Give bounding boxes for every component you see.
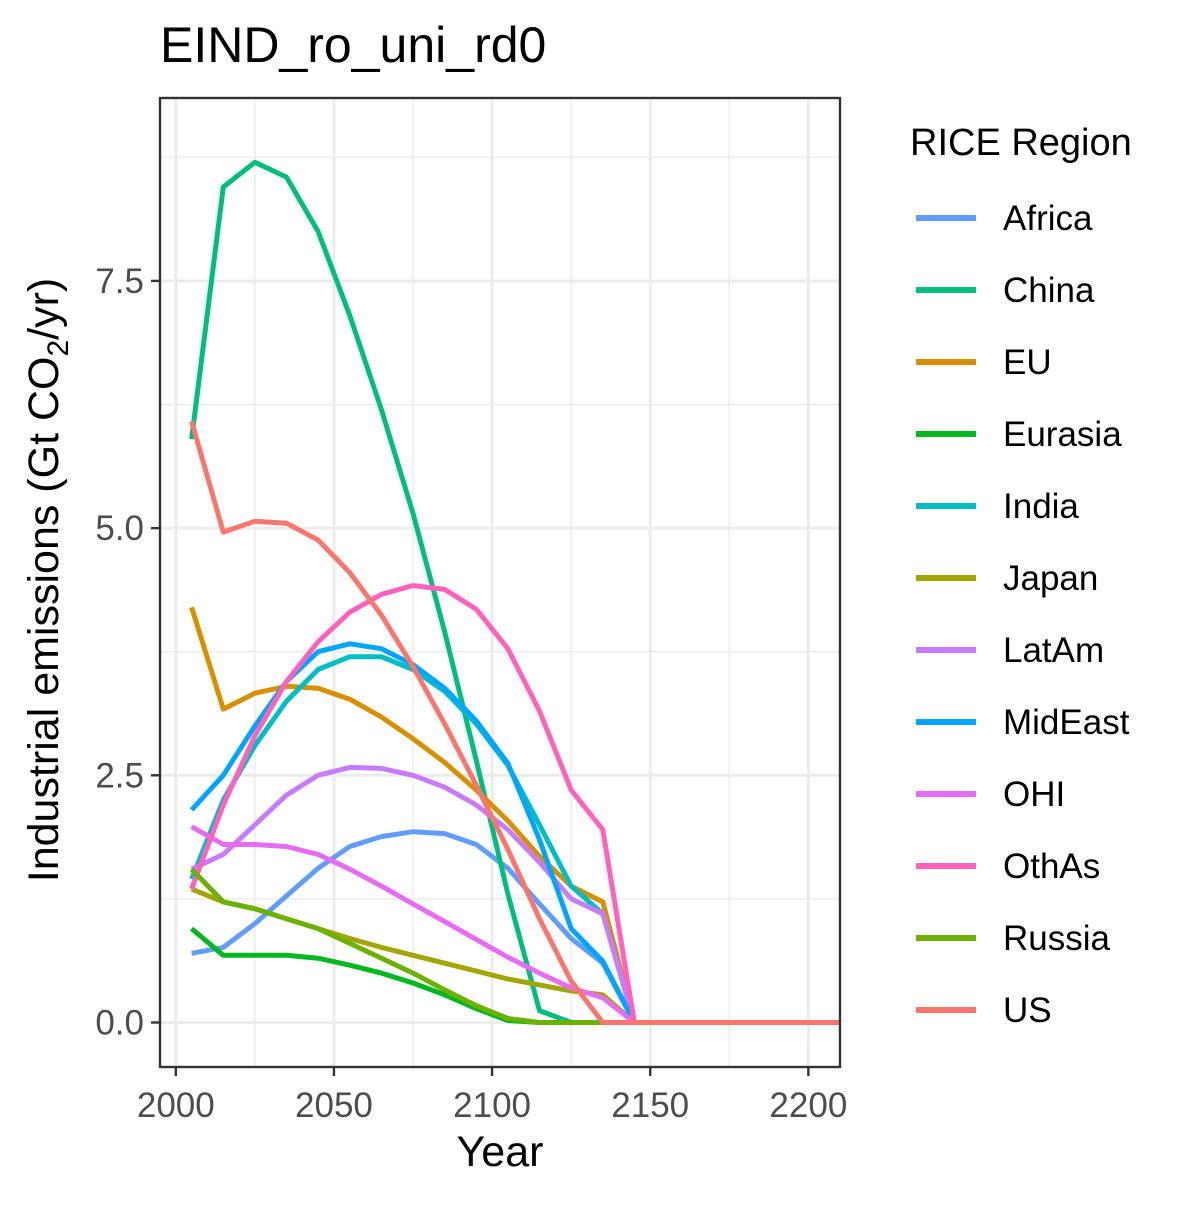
- y-axis-label-suffix: /yr): [20, 278, 68, 340]
- legend-title: RICE Region: [910, 122, 1132, 164]
- legend-item-japan: Japan: [916, 559, 1098, 598]
- legend-label: MidEast: [1003, 703, 1130, 742]
- chart-title: EIND_ro_uni_rd0: [160, 17, 546, 73]
- legend-label: Eurasia: [1003, 415, 1122, 454]
- y-axis-label: Industrial emissions (Gt CO2/yr): [20, 278, 75, 882]
- legend-item-russia: Russia: [916, 919, 1111, 958]
- y-tick-label: 5.0: [95, 509, 144, 548]
- legend-label: China: [1003, 271, 1095, 310]
- legend-label: LatAm: [1003, 631, 1104, 670]
- panel-border: [158, 96, 842, 1069]
- x-tick-label: 2000: [137, 1086, 215, 1125]
- legend-item-latam: LatAm: [916, 631, 1104, 670]
- legend-label: EU: [1003, 343, 1052, 382]
- legend-label: India: [1003, 487, 1079, 526]
- legend-item-india: India: [916, 487, 1079, 526]
- series-lines: [189, 159, 840, 1025]
- legend-item-africa: Africa: [916, 199, 1093, 238]
- legend-label: Japan: [1003, 559, 1098, 598]
- legend-label: US: [1003, 991, 1052, 1030]
- legend-item-othas: OthAs: [916, 847, 1100, 886]
- y-tick-label: 2.5: [95, 756, 144, 795]
- series-line-us: [189, 420, 840, 1025]
- plot-panel: 2000 2050 2100 2150 2200 0.0 2.5 5.0 7.5: [95, 96, 847, 1125]
- legend-item-china: China: [916, 271, 1095, 310]
- y-axis-label-subscript: 2: [42, 340, 75, 357]
- legend-item-ohi: OHI: [916, 775, 1065, 814]
- legend-label: OHI: [1003, 775, 1065, 814]
- panel-background: [160, 98, 840, 1067]
- x-tick-label: 2050: [295, 1086, 373, 1125]
- legend-item-us: US: [916, 991, 1052, 1030]
- legend-item-mideast: MidEast: [916, 703, 1130, 742]
- y-axis-label-prefix: Industrial emissions (Gt CO: [20, 357, 68, 883]
- y-tick-label: 7.5: [95, 262, 144, 301]
- x-tick-label: 2150: [611, 1086, 689, 1125]
- legend-label: Africa: [1003, 199, 1093, 238]
- legend-item-eurasia: Eurasia: [916, 415, 1122, 454]
- x-axis-label: Year: [457, 1128, 544, 1176]
- legend-label: OthAs: [1003, 847, 1100, 886]
- x-tick-label: 2200: [769, 1086, 847, 1125]
- y-tick-label: 0.0: [95, 1004, 144, 1043]
- legend: RICE Region Africa China EU Eurasia India Jap…: [910, 122, 1132, 1030]
- legend-item-eu: EU: [916, 343, 1052, 382]
- x-tick-label: 2100: [453, 1086, 531, 1125]
- legend-label: Russia: [1003, 919, 1111, 958]
